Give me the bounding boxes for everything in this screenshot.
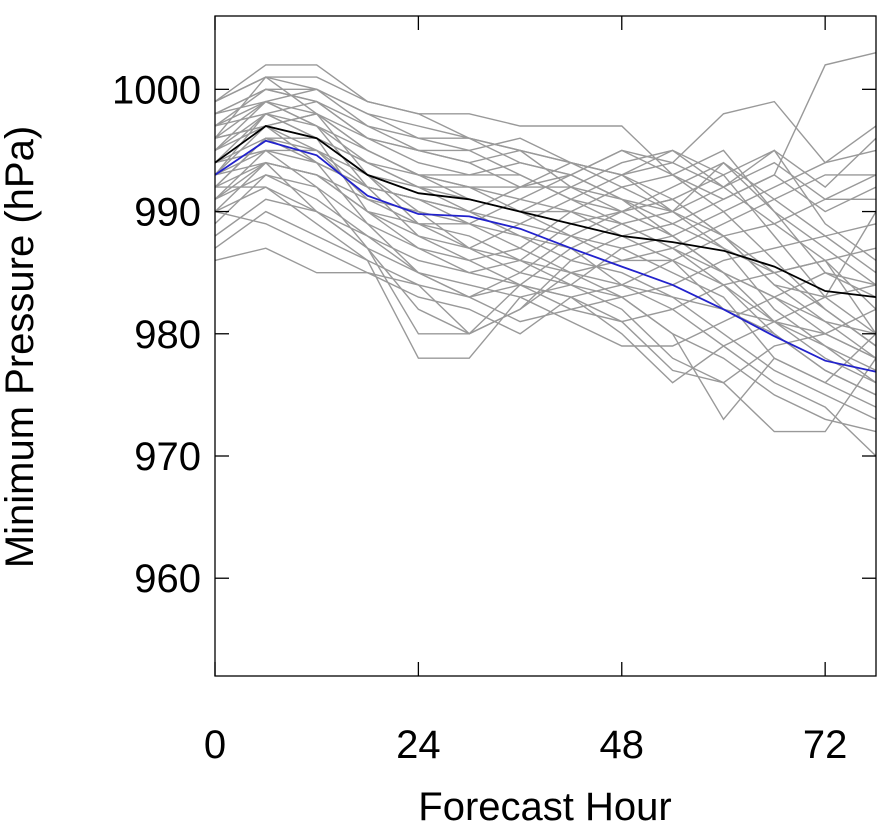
ensemble-line-12 — [214, 149, 877, 457]
ensemble-line-36 — [214, 76, 877, 347]
y-tick-label: 980 — [134, 313, 201, 357]
y-tick-label: 970 — [134, 435, 201, 479]
ensemble-line-15 — [214, 161, 877, 421]
ensemble-line-30 — [214, 112, 877, 335]
ensemble-line-29 — [214, 76, 877, 310]
ensemble-line-24 — [214, 161, 877, 335]
ensemble-line-5 — [214, 88, 877, 335]
x-axis-label: Forecast Hour — [418, 785, 671, 827]
y-tick-label: 990 — [134, 191, 201, 235]
y-tick-label: 960 — [134, 557, 201, 601]
ensemble-line-18 — [214, 186, 877, 347]
blue-series-line — [214, 139, 877, 373]
x-tick-label: 0 — [204, 723, 226, 767]
ensemble-line-23 — [215, 149, 877, 359]
ensemble-line-13 — [214, 149, 877, 433]
ensemble-line-38 — [214, 161, 877, 359]
plot-frame — [214, 15, 877, 677]
x-tick-label: 24 — [396, 723, 441, 767]
ensemble-line-11 — [214, 137, 877, 420]
x-tick-label: 48 — [600, 723, 645, 767]
ensemble-line-37 — [214, 113, 877, 335]
ensemble-line-27 — [214, 113, 877, 274]
ensemble-line-32 — [214, 137, 877, 359]
ensemble-line-34 — [214, 88, 877, 384]
x-tick-label: 72 — [803, 723, 848, 767]
ensemble-line-4 — [214, 100, 877, 286]
axes — [214, 15, 877, 677]
ensemble-line-26 — [214, 125, 877, 298]
ensemble-line-28 — [214, 100, 877, 286]
highlighted-series — [214, 125, 877, 373]
ensemble-line-33 — [214, 100, 877, 372]
black-series-line — [214, 125, 877, 298]
ensemble-line-31 — [214, 125, 877, 347]
tick-labels: 960 970 980 990 1000 0 24 48 72 — [112, 68, 847, 767]
ensemble-members — [214, 52, 877, 457]
y-tick-label: 1000 — [112, 68, 201, 112]
y-axis-label: Minimum Pressure (hPa) — [0, 126, 42, 568]
